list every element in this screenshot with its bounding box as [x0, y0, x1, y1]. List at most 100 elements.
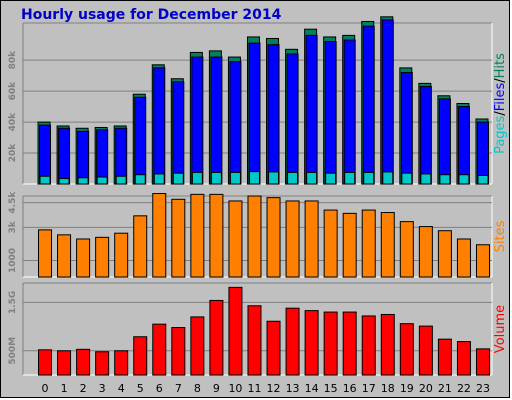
bar-volume-0: [38, 349, 53, 376]
bar-pages-19: [401, 172, 413, 185]
bar-files-19: [400, 72, 413, 185]
bar-sites-21: [437, 230, 452, 278]
bar-volume-22: [456, 341, 471, 376]
bar-pages-15: [325, 172, 337, 185]
bar-sites-0: [38, 229, 53, 278]
bar-files-17: [362, 25, 375, 185]
ylabel-part: Sites: [493, 220, 508, 252]
ylabel-part: Volume: [493, 305, 508, 353]
x-tick-label: 1: [61, 382, 68, 395]
bar-pages-3: [96, 176, 108, 185]
bar-pages-10: [229, 171, 241, 185]
bar-files-15: [324, 41, 337, 185]
bar-volume-5: [133, 336, 148, 376]
x-tick-label: 20: [419, 382, 433, 395]
bar-pages-0: [39, 175, 51, 185]
y-tick-label: 500M: [8, 337, 18, 365]
bar-files-23: [476, 121, 489, 185]
x-tick-label: 5: [137, 382, 144, 395]
x-tick-label: 10: [228, 382, 242, 395]
bar-sites-12: [266, 197, 281, 278]
x-tick-label: 9: [213, 382, 220, 395]
bar-files-10: [229, 61, 242, 185]
bar-volume-20: [418, 325, 433, 376]
x-tick-label: 8: [194, 382, 201, 395]
bar-files-12: [267, 44, 280, 185]
bar-sites-9: [209, 193, 224, 278]
ylabel-part: Files: [493, 83, 508, 112]
bar-pages-17: [363, 171, 375, 185]
bar-pages-18: [382, 171, 394, 185]
bar-pages-2: [77, 177, 89, 185]
x-tick-label: 2: [80, 382, 87, 395]
bar-sites-7: [171, 198, 186, 278]
bar-sites-14: [304, 200, 319, 278]
bar-pages-6: [153, 173, 165, 185]
x-tick-label: 21: [438, 382, 452, 395]
bar-volume-10: [228, 286, 243, 376]
bar-volume-19: [399, 323, 414, 376]
ylabel-traffic: Pages/Files/Hits: [493, 53, 508, 154]
bar-sites-11: [247, 195, 262, 278]
x-tick-label: 22: [457, 382, 471, 395]
bar-files-2: [77, 130, 90, 185]
bar-sites-8: [190, 193, 205, 278]
x-tick-label: 0: [42, 382, 49, 395]
x-tick-label: 14: [305, 382, 319, 395]
x-tick-label: 13: [286, 382, 300, 395]
bar-files-8: [191, 56, 204, 185]
bar-files-5: [134, 96, 147, 185]
bar-pages-20: [420, 173, 432, 185]
bar-sites-10: [228, 200, 243, 278]
bar-sites-13: [285, 200, 300, 278]
bar-sites-16: [342, 212, 357, 278]
bar-sites-5: [133, 215, 148, 278]
bar-volume-3: [95, 351, 110, 376]
x-tick-label: 15: [324, 382, 338, 395]
bar-files-0: [39, 124, 52, 185]
x-tick-label: 4: [118, 382, 125, 395]
bar-files-13: [286, 53, 299, 185]
bar-volume-23: [475, 348, 490, 376]
x-tick-label: 18: [381, 382, 395, 395]
bar-sites-22: [456, 238, 471, 278]
bar-sites-1: [57, 234, 72, 278]
bar-files-18: [381, 19, 394, 185]
bar-pages-16: [344, 171, 356, 185]
y-tick-label: 1.5G: [8, 291, 18, 314]
bar-volume-12: [266, 320, 281, 376]
bar-files-9: [210, 56, 223, 185]
bar-sites-4: [114, 232, 129, 278]
bar-files-16: [343, 39, 356, 185]
bar-pages-12: [268, 171, 280, 185]
bar-files-20: [419, 85, 432, 185]
ylabel-sites: Sites: [493, 220, 508, 252]
bar-volume-14: [304, 310, 319, 376]
x-tick-label: 7: [175, 382, 182, 395]
x-tick-label: 16: [343, 382, 357, 395]
x-tick-label: 23: [476, 382, 490, 395]
bar-volume-21: [437, 338, 452, 376]
ylabel-part: Hits: [493, 53, 508, 78]
bar-pages-4: [115, 175, 127, 185]
y-tick-label: 3k: [8, 220, 18, 233]
bar-volume-6: [152, 323, 167, 376]
bar-pages-1: [58, 178, 70, 185]
bar-pages-9: [210, 171, 222, 185]
bar-volume-16: [342, 311, 357, 376]
bar-files-7: [172, 81, 185, 185]
bar-volume-11: [247, 305, 262, 376]
bar-volume-15: [323, 311, 338, 376]
bar-volume-2: [76, 348, 91, 376]
y-tick-label: 20k: [8, 143, 18, 163]
bar-volume-1: [57, 350, 72, 376]
bar-files-6: [153, 67, 166, 185]
y-tick-label: 4.5k: [8, 191, 18, 214]
bar-files-11: [248, 42, 261, 185]
chart-title: Hourly usage for December 2014: [21, 7, 282, 23]
x-tick-label: 17: [362, 382, 376, 395]
bar-files-22: [457, 106, 470, 185]
bar-volume-18: [380, 313, 395, 376]
